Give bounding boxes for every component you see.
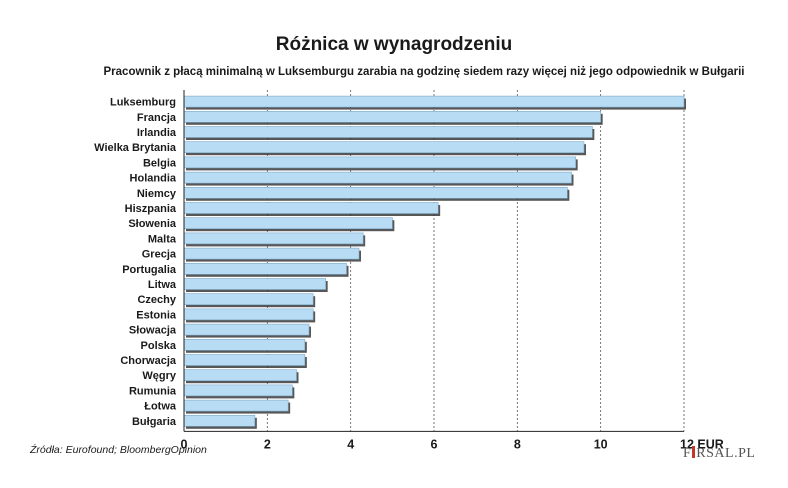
category-label: Malta bbox=[148, 233, 177, 245]
category-label: Niemcy bbox=[137, 188, 177, 200]
bar bbox=[183, 262, 347, 275]
x-tick-label: 6 bbox=[431, 437, 438, 451]
category-label: Czechy bbox=[137, 294, 176, 306]
category-label: Portugalia bbox=[122, 264, 177, 276]
category-label: Luksemburg bbox=[110, 97, 176, 109]
bar bbox=[183, 156, 576, 169]
chart-title: Różnica w wynagrodzeniu bbox=[275, 34, 513, 55]
category-label: Chorwacja bbox=[120, 355, 177, 367]
bar bbox=[183, 323, 310, 336]
logo-bars-icon bbox=[692, 446, 696, 458]
bar bbox=[183, 202, 439, 214]
category-label: Łotwa bbox=[144, 401, 177, 413]
source-note: Źródła: Eurofound; BloombergOpinion bbox=[30, 444, 207, 456]
category-label: Węgry bbox=[142, 370, 177, 382]
chart-subtitle: Pracownik z płacą minimalną w Luksemburg… bbox=[103, 66, 745, 78]
bar bbox=[183, 217, 393, 229]
x-tick-label: 10 bbox=[594, 437, 608, 451]
x-tick-label: 8 bbox=[514, 437, 521, 451]
category-label: Francja bbox=[137, 112, 177, 124]
bar bbox=[183, 171, 572, 184]
bar bbox=[183, 247, 360, 260]
x-tick-label: 12 EUR bbox=[680, 437, 724, 451]
x-tick-label: 4 bbox=[347, 437, 354, 451]
bar bbox=[183, 369, 297, 382]
bar bbox=[183, 111, 601, 123]
category-label: Bułgaria bbox=[132, 416, 177, 428]
bar bbox=[183, 126, 593, 138]
category-label: Słowacja bbox=[129, 325, 177, 337]
category-label: Rumunia bbox=[129, 385, 177, 397]
bar bbox=[183, 187, 568, 199]
category-label: Grecja bbox=[142, 249, 177, 261]
category-label: Irlandia bbox=[137, 127, 177, 139]
bar bbox=[183, 141, 585, 153]
category-label: Litwa bbox=[148, 279, 177, 291]
bar bbox=[183, 414, 256, 427]
bar bbox=[183, 232, 364, 245]
bar bbox=[183, 338, 306, 351]
x-tick-label: 0 bbox=[181, 437, 188, 451]
bar bbox=[183, 95, 685, 108]
category-label: Estonia bbox=[136, 309, 177, 321]
x-tick-label: 2 bbox=[264, 437, 271, 451]
category-label: Polska bbox=[141, 340, 177, 352]
bar bbox=[183, 399, 289, 412]
category-label: Belgia bbox=[143, 157, 177, 169]
bar bbox=[183, 278, 326, 290]
category-label: Holandia bbox=[130, 173, 177, 185]
category-label: Hiszpania bbox=[125, 203, 177, 215]
bar bbox=[183, 354, 306, 366]
category-label: Wielka Brytania bbox=[94, 142, 177, 154]
bar bbox=[183, 308, 314, 321]
bar bbox=[183, 293, 314, 306]
category-label: Słowenia bbox=[128, 218, 177, 230]
bar bbox=[183, 384, 293, 397]
forsal-logo: F RSAL.PL bbox=[683, 446, 756, 461]
